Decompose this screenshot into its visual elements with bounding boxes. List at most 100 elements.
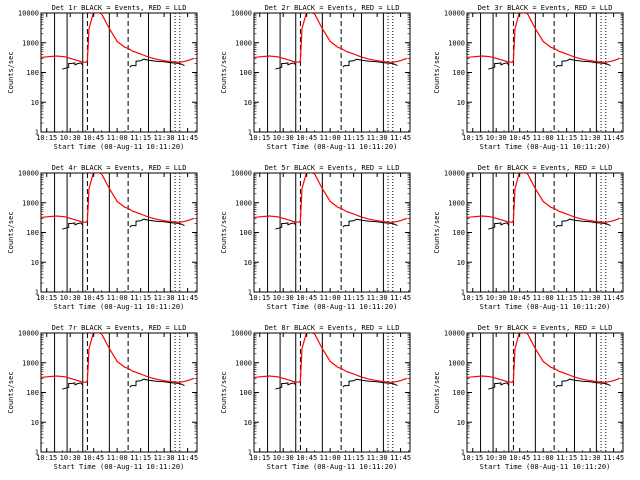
y-tick-label: 10	[244, 259, 252, 267]
x-tick-label: 11:00	[320, 454, 341, 462]
panel-6: Det 6r BLACK = Events, RED = LLD 1 10 100 10…	[433, 164, 624, 311]
y-tick-label: 10	[457, 419, 465, 427]
y-axis-label: Counts/sec	[220, 211, 228, 253]
plot-frame	[253, 12, 411, 133]
x-axis-label: Start Time (08-Aug-11 10:11:20)	[480, 143, 611, 151]
y-tick-label: 10	[457, 259, 465, 267]
y-tick-label: 10000	[444, 10, 465, 18]
events-line	[342, 218, 398, 228]
x-tick-label: 11:15	[130, 294, 151, 302]
events-line	[555, 218, 611, 228]
x-tick-label: 11:00	[533, 294, 554, 302]
x-tick-label: 10:45	[83, 294, 104, 302]
y-tick-label: 10000	[18, 170, 39, 178]
panel-4: Det 4r BLACK = Events, RED = LLD 1 10 100 10…	[7, 164, 198, 311]
x-axis-label: Start Time (08-Aug-11 10:11:20)	[267, 143, 398, 151]
y-tick-label: 100	[239, 389, 252, 397]
x-tick-label: 10:30	[273, 134, 294, 142]
y-tick-label: 1000	[22, 39, 39, 47]
x-tick-label: 11:15	[556, 134, 577, 142]
x-tick-label: 10:30	[486, 294, 507, 302]
plot-data	[41, 333, 195, 452]
panel-title: Det 6r BLACK = Events, RED = LLD	[478, 164, 613, 172]
events-line	[275, 222, 297, 230]
x-tick-label: 10:45	[509, 454, 530, 462]
panel-title: Det 2r BLACK = Events, RED = LLD	[265, 4, 400, 12]
plot-data	[254, 13, 408, 132]
x-tick-label: 10:30	[273, 294, 294, 302]
panel-1: Det 1r BLACK = Events, RED = LLD 1 10 100 10…	[7, 4, 198, 151]
events-line	[62, 222, 84, 230]
panel-title: Det 7r BLACK = Events, RED = LLD	[52, 324, 187, 332]
x-tick-label: 10:30	[60, 294, 81, 302]
panel-5: Det 5r BLACK = Events, RED = LLD 1 10 100 10…	[220, 164, 411, 311]
x-tick-label: 10:45	[509, 134, 530, 142]
x-tick-label: 10:45	[83, 134, 104, 142]
events-line	[488, 222, 510, 230]
y-tick-label: 1000	[448, 199, 465, 207]
x-tick-label: 10:45	[296, 134, 317, 142]
y-axis-label: Counts/sec	[7, 51, 15, 93]
events-line	[129, 58, 185, 68]
y-tick-label: 1	[35, 449, 39, 457]
plot-data	[254, 333, 408, 452]
y-tick-label: 100	[452, 69, 465, 77]
y-tick-label: 100	[26, 229, 39, 237]
events-line	[62, 62, 84, 70]
x-tick-label: 10:30	[273, 454, 294, 462]
plot-data	[467, 333, 621, 452]
y-tick-label: 10000	[18, 330, 39, 338]
x-tick-label: 11:30	[154, 294, 175, 302]
y-tick-label: 10000	[231, 170, 252, 178]
lld-line	[254, 173, 408, 223]
events-line	[488, 382, 510, 390]
x-tick-label: 11:30	[580, 294, 601, 302]
y-tick-label: 10	[31, 259, 39, 267]
x-tick-label: 11:45	[177, 294, 198, 302]
events-line	[62, 382, 84, 390]
x-tick-label: 11:45	[390, 294, 411, 302]
x-tick-label: 11:15	[343, 454, 364, 462]
plot-frame	[466, 12, 624, 133]
y-tick-label: 1	[35, 129, 39, 137]
y-tick-label: 1	[461, 449, 465, 457]
y-tick-label: 1000	[235, 39, 252, 47]
y-tick-label: 1000	[22, 199, 39, 207]
events-line	[342, 378, 398, 388]
x-tick-label: 10:45	[296, 454, 317, 462]
plot-data	[467, 173, 621, 292]
x-tick-label: 11:15	[343, 294, 364, 302]
x-axis-label: Start Time (08-Aug-11 10:11:20)	[480, 463, 611, 471]
lld-line	[41, 173, 195, 223]
x-tick-label: 11:30	[367, 134, 388, 142]
lld-line	[467, 13, 621, 63]
y-axis-label: Counts/sec	[220, 51, 228, 93]
panel-title: Det 1r BLACK = Events, RED = LLD	[52, 4, 187, 12]
x-tick-label: 11:00	[320, 294, 341, 302]
x-tick-label: 10:15	[462, 294, 483, 302]
panel-title: Det 3r BLACK = Events, RED = LLD	[478, 4, 613, 12]
x-tick-label: 11:15	[130, 134, 151, 142]
x-tick-label: 11:15	[556, 454, 577, 462]
x-tick-label: 10:15	[36, 294, 57, 302]
y-tick-label: 10	[31, 419, 39, 427]
x-tick-label: 11:30	[580, 454, 601, 462]
x-tick-label: 10:30	[486, 454, 507, 462]
x-axis-label: Start Time (08-Aug-11 10:11:20)	[54, 143, 185, 151]
lld-line	[254, 333, 408, 383]
x-tick-label: 11:45	[390, 454, 411, 462]
y-axis-label: Counts/sec	[433, 371, 441, 413]
y-tick-label: 1	[248, 449, 252, 457]
panel-3: Det 3r BLACK = Events, RED = LLD 1 10 100 10…	[433, 4, 624, 151]
plot-frame	[466, 172, 624, 293]
lld-line	[254, 13, 408, 63]
y-tick-label: 10	[31, 99, 39, 107]
x-tick-label: 11:30	[154, 134, 175, 142]
x-axis-label: Start Time (08-Aug-11 10:11:20)	[267, 463, 398, 471]
events-line	[275, 382, 297, 390]
x-tick-label: 11:00	[320, 134, 341, 142]
y-tick-label: 1	[248, 129, 252, 137]
x-tick-label: 11:45	[603, 134, 624, 142]
x-tick-label: 11:30	[367, 454, 388, 462]
